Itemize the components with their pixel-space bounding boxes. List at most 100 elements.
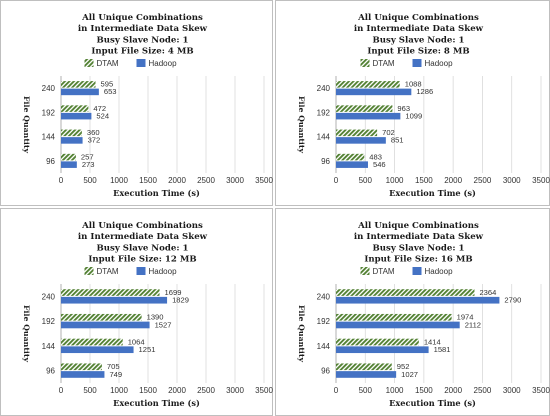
y-axis-label: File Quantity (297, 96, 306, 153)
data-label-hadoop: 1286 (416, 87, 433, 96)
chart-title-line: Busy Slave Node: 1 (372, 35, 464, 45)
x-tick-label: 1000 (110, 176, 128, 185)
x-tick-label: 3000 (226, 386, 244, 395)
legend-swatch-hadoop (136, 267, 146, 275)
legend-label-hadoop: Hadoop (149, 59, 178, 68)
bar-hadoop (336, 296, 500, 304)
bar-dtam (61, 105, 89, 112)
bar-dtam (336, 81, 400, 88)
chart-title-line: in Intermediate Data Skew (78, 232, 208, 242)
bar-dtam (61, 289, 160, 296)
data-label-dtam: 360 (87, 128, 100, 137)
legend-swatch-hadoop (412, 59, 422, 67)
chart-panel-8mb: All Unique Combinations in Intermediate D… (275, 0, 550, 206)
y-tick-label: 96 (46, 157, 55, 166)
chart-title-line: in Intermediate Data Skew (78, 24, 208, 34)
x-tick-label: 0 (334, 176, 339, 185)
x-tick-label: 0 (334, 386, 339, 395)
x-axis-label: Execution Time (s) (389, 398, 476, 408)
bar-hadoop (61, 371, 105, 378)
legend-swatch-dtam (84, 59, 94, 67)
chart-title-line: All Unique Combinations (357, 13, 479, 23)
data-label-dtam: 483 (369, 152, 382, 161)
x-tick-label: 1000 (386, 386, 404, 395)
legend-swatch-dtam (360, 59, 370, 67)
data-label-dtam: 472 (93, 104, 106, 113)
x-axis-label: Execution Time (s) (113, 398, 200, 408)
bar-hadoop (61, 88, 99, 96)
bar-dtam (336, 313, 452, 321)
chart-title-line: Input File Size: 16 MB (364, 255, 472, 265)
y-tick-label: 240 (42, 84, 56, 93)
data-label-dtam: 2364 (479, 288, 496, 297)
x-tick-label: 3500 (532, 176, 550, 185)
data-label-hadoop: 524 (96, 111, 109, 120)
y-tick-label: 240 (317, 84, 331, 93)
bar-dtam (336, 338, 419, 346)
chart-title-line: Input File Size: 8 MB (367, 47, 469, 57)
y-tick-label: 240 (42, 292, 56, 301)
x-tick-label: 2500 (474, 176, 492, 185)
y-tick-label: 96 (321, 367, 330, 376)
data-label-hadoop: 851 (391, 136, 404, 145)
legend-swatch-hadoop (412, 267, 422, 275)
x-axis-label: Execution Time (s) (389, 188, 476, 198)
bar-dtam (336, 105, 393, 112)
bar-hadoop (336, 161, 368, 168)
chart-panel-12mb: All Unique Combinations in Intermediate D… (0, 208, 273, 416)
data-label-hadoop: 372 (88, 136, 101, 145)
bar-dtam (61, 363, 102, 371)
x-tick-label: 0 (59, 386, 64, 395)
bar-dtam (61, 313, 142, 321)
chart-title-line: All Unique Combinations (357, 221, 479, 231)
chart-panel-16mb: All Unique Combinations in Intermediate D… (275, 208, 550, 416)
data-label-dtam: 963 (397, 104, 410, 113)
data-label-dtam: 1064 (128, 337, 145, 346)
data-label-hadoop: 1581 (434, 345, 451, 354)
bar-dtam (336, 363, 392, 371)
y-tick-label: 192 (317, 317, 331, 326)
bar-hadoop (61, 112, 92, 120)
y-tick-label: 192 (42, 108, 56, 117)
x-tick-label: 500 (83, 176, 97, 185)
data-label-hadoop: 2112 (465, 320, 481, 329)
data-label-hadoop: 1829 (172, 296, 189, 305)
chart-title-line: All Unique Combinations (81, 221, 203, 231)
y-axis-label: File Quantity (22, 305, 31, 362)
x-tick-label: 2500 (197, 176, 215, 185)
data-label-dtam: 705 (107, 362, 120, 371)
bar-hadoop (336, 112, 401, 120)
legend-label-dtam: DTAM (373, 59, 395, 68)
data-label-dtam: 595 (101, 80, 114, 89)
x-tick-label: 2500 (474, 386, 492, 395)
bar-hadoop (61, 321, 150, 329)
x-tick-label: 1500 (415, 386, 433, 395)
chart-title-line: Busy Slave Node: 1 (96, 243, 188, 253)
chart-title-line: Busy Slave Node: 1 (372, 243, 464, 253)
x-tick-label: 500 (83, 386, 97, 395)
y-tick-label: 96 (321, 157, 330, 166)
bar-hadoop (336, 88, 412, 96)
y-tick-label: 240 (317, 292, 331, 301)
legend-label-hadoop: Hadoop (149, 267, 178, 276)
legend-label-hadoop: Hadoop (425, 267, 454, 276)
x-axis-label: Execution Time (s) (113, 188, 200, 198)
bar-hadoop (336, 371, 397, 378)
x-tick-label: 1000 (386, 176, 404, 185)
bar-hadoop (336, 137, 386, 144)
chart-title-line: in Intermediate Data Skew (354, 24, 484, 34)
bar-dtam (336, 129, 378, 137)
x-tick-label: 500 (359, 386, 373, 395)
x-tick-label: 1000 (110, 386, 128, 395)
chart-title-line: Input File Size: 4 MB (91, 47, 193, 57)
bar-dtam (336, 289, 475, 296)
x-tick-label: 3500 (255, 176, 273, 185)
bar-dtam (61, 338, 123, 346)
data-label-hadoop: 1027 (401, 370, 418, 379)
y-tick-label: 144 (42, 133, 56, 142)
bar-dtam (61, 129, 82, 137)
bar-hadoop (336, 346, 429, 354)
